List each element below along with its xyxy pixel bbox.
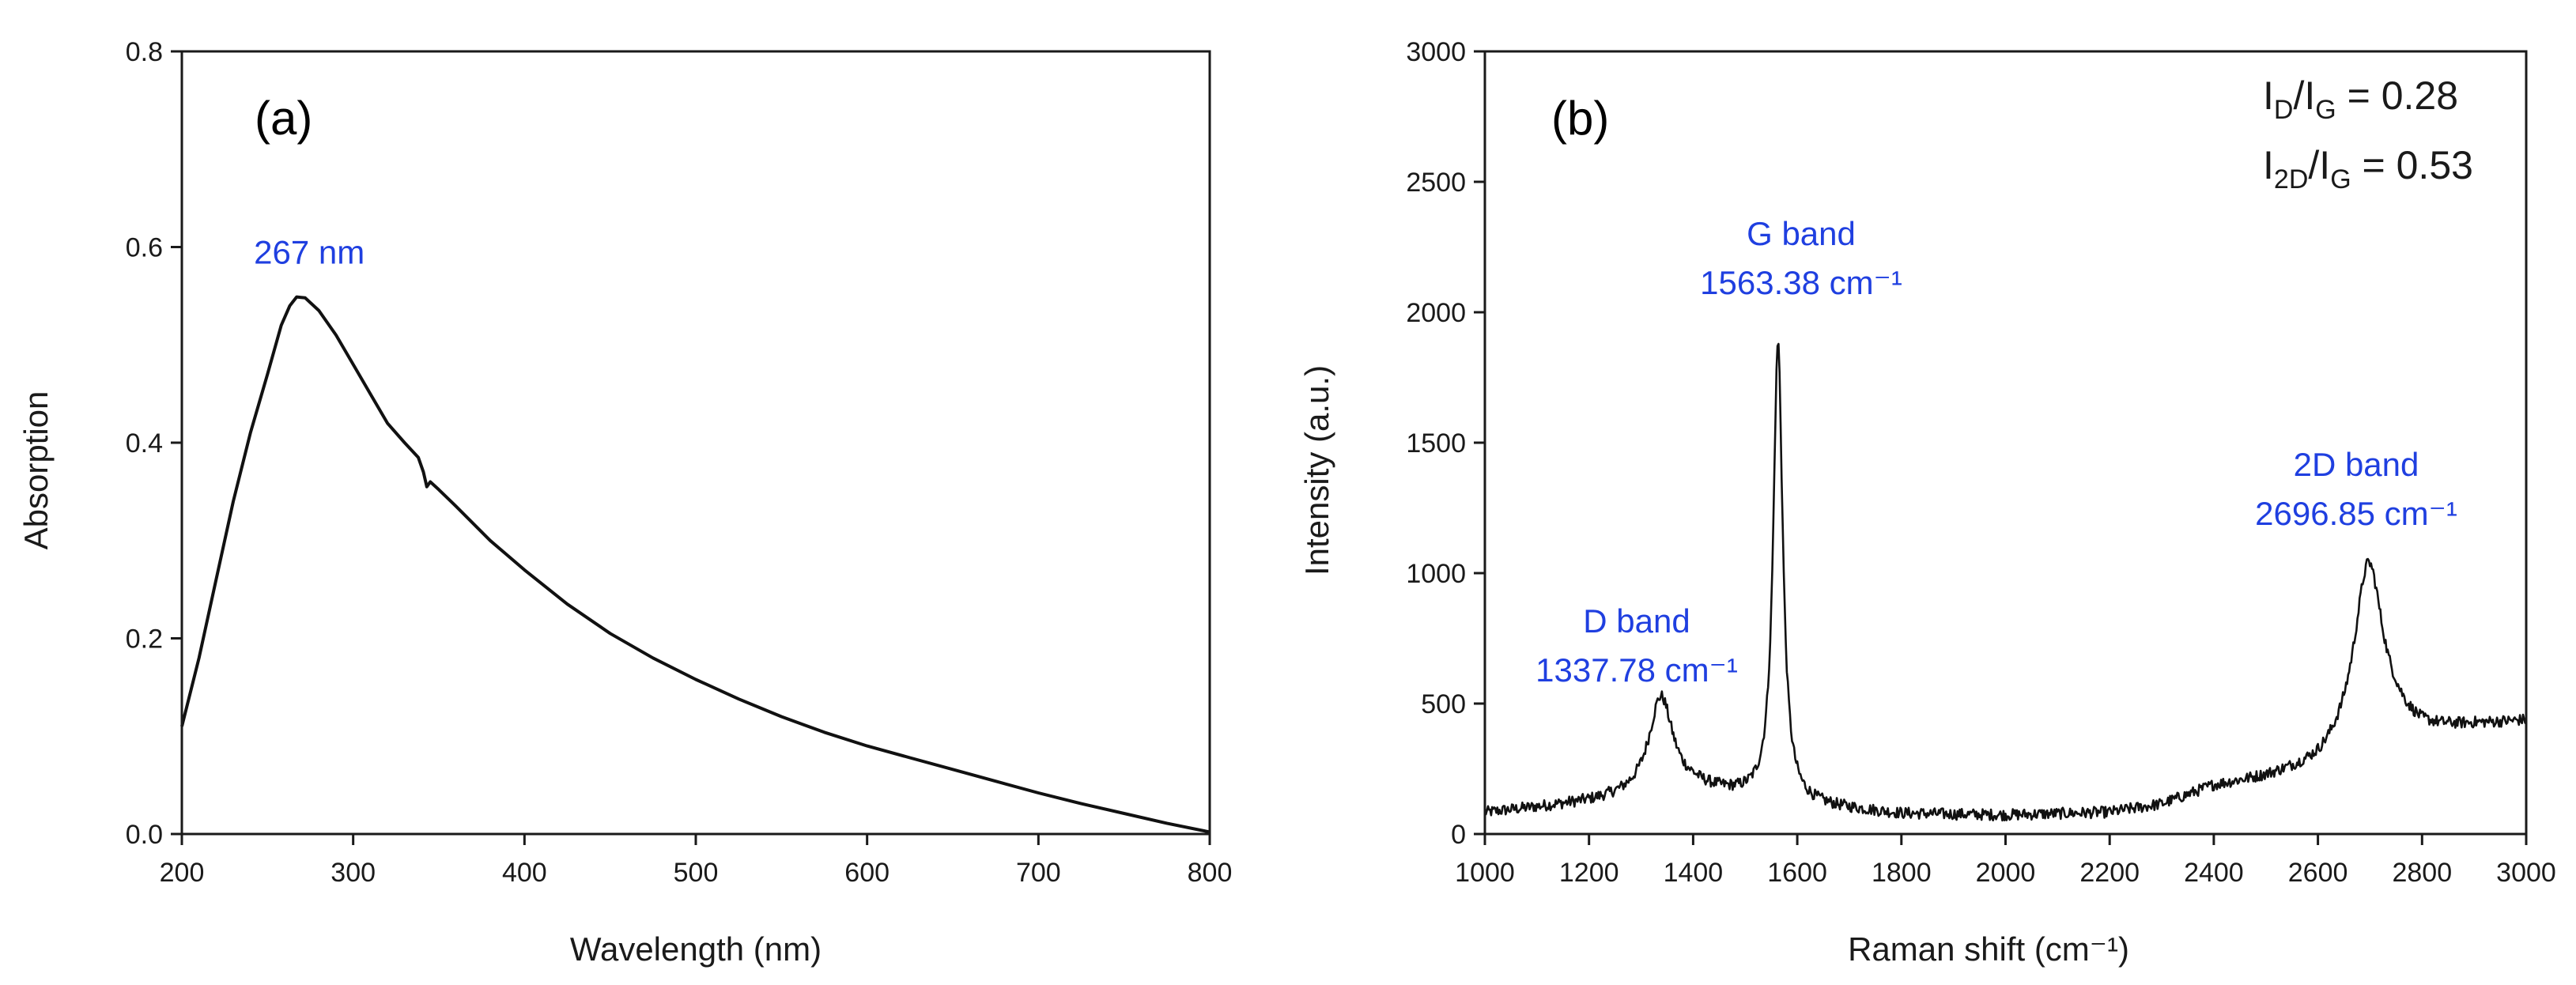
x-axis-ticks-a: 200 300 400 500 600 700 800	[160, 834, 1233, 888]
x-tick-label: 700	[1016, 858, 1061, 888]
x-axis-ticks-b: 1000 1200 1400 1600 1800 2000 2200 2400 2600 2800…	[1455, 834, 2556, 888]
plot-frame-a	[180, 50, 1211, 836]
x-tick-label: 1200	[1559, 858, 1619, 888]
x-tick-label: 3000	[2496, 858, 2556, 888]
raman-spectrum-line	[1483, 342, 2528, 822]
y-tick-label: 0.6	[126, 233, 163, 263]
x-tick-label: 2800	[2392, 858, 2452, 888]
annotation-2d-band-title: 2D band	[2294, 446, 2419, 483]
y-tick-label: 1500	[1406, 428, 1466, 459]
x-tick-label: 2000	[1976, 858, 2036, 888]
y-axis-title-a: Absorption	[17, 391, 55, 550]
y-tick-label: 1000	[1406, 559, 1466, 589]
x-tick-label: 1000	[1455, 858, 1515, 888]
x-tick-label: 400	[502, 858, 547, 888]
y-axis-ticks-b: 0 500 1000 1500 2000 2500 3000	[1406, 37, 1485, 850]
y-tick-label: 0.8	[126, 37, 163, 67]
annotation-peak-267nm: 267 nm	[254, 234, 364, 271]
annotation-d-band-position: 1337.78 cm⁻¹	[1535, 651, 1738, 689]
plot-frame-b	[1483, 50, 2528, 836]
y-tick-label: 3000	[1406, 37, 1466, 67]
x-tick-label: 1600	[1767, 858, 1827, 888]
panel-label-b: (b)	[1551, 92, 1609, 145]
x-tick-label: 600	[844, 858, 890, 888]
x-tick-label: 1800	[1872, 858, 1932, 888]
chart-panel-a: 200 300 400 500 600 700 800 0.0 0.2 0.4 0.6 0.8 (a…	[17, 37, 1232, 968]
x-tick-label: 1400	[1664, 858, 1724, 888]
y-tick-label: 0.4	[126, 428, 163, 459]
x-tick-label: 2400	[2184, 858, 2244, 888]
x-tick-label: 300	[330, 858, 376, 888]
annotation-g-band-title: G band	[1747, 215, 1856, 252]
x-tick-label: 2600	[2288, 858, 2348, 888]
x-axis-title-a: Wavelength (nm)	[570, 930, 822, 968]
y-tick-label: 2000	[1406, 298, 1466, 328]
x-tick-label: 800	[1188, 858, 1233, 888]
annotation-d-band-title: D band	[1583, 602, 1690, 640]
y-tick-label: 0.0	[126, 820, 163, 850]
x-tick-label: 500	[674, 858, 719, 888]
y-tick-label: 2500	[1406, 168, 1466, 198]
panel-label-a: (a)	[255, 92, 312, 145]
y-axis-title-b: Intensity (a.u.)	[1298, 365, 1335, 576]
x-tick-label: 2200	[2079, 858, 2140, 888]
annotation-g-band-position: 1563.38 cm⁻¹	[1700, 264, 1902, 301]
y-tick-label: 0	[1451, 820, 1466, 850]
x-axis-title-b: Raman shift (cm⁻¹)	[1848, 930, 2129, 968]
chart-panel-b: 1000 1200 1400 1600 1800 2000 2200 2400 2600 2800…	[1298, 37, 2556, 968]
ratio-id-ig: ID/IG = 0.28	[2263, 74, 2458, 125]
y-tick-label: 500	[1421, 689, 1466, 719]
y-axis-ticks-a: 0.0 0.2 0.4 0.6 0.8	[126, 37, 182, 850]
x-tick-label: 200	[160, 858, 205, 888]
y-tick-label: 0.2	[126, 625, 163, 655]
absorption-series-line	[180, 295, 1211, 834]
annotation-2d-band-position: 2696.85 cm⁻¹	[2255, 495, 2457, 532]
ratio-i2d-ig: I2D/IG = 0.53	[2263, 143, 2473, 194]
